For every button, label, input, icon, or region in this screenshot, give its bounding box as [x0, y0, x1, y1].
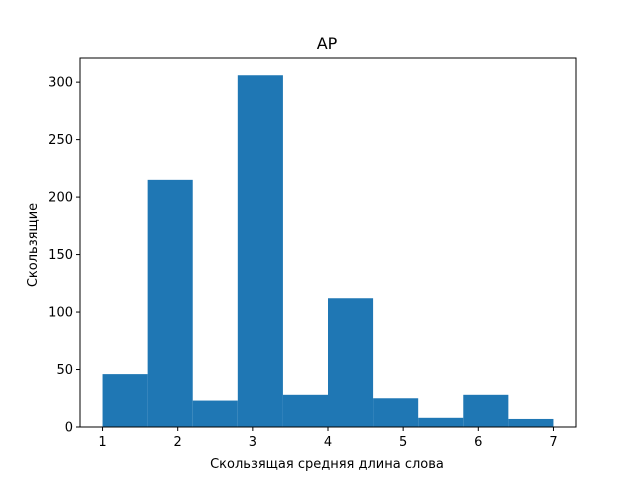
- y-tick-label-0: 0: [65, 421, 73, 436]
- x-tick-label-1: 1: [98, 435, 106, 450]
- x-tick-label-3: 3: [249, 435, 257, 450]
- y-tick-label-100: 100: [48, 306, 73, 321]
- histogram-bar-3: [193, 401, 238, 427]
- histogram-bar-2: [148, 180, 193, 427]
- y-tick-label-250: 250: [48, 133, 73, 148]
- histogram-bar-7: [373, 398, 418, 427]
- x-tick-label-2: 2: [174, 435, 182, 450]
- histogram-bar-8: [418, 418, 463, 427]
- x-tick-label-4: 4: [324, 435, 332, 450]
- x-tick-label-7: 7: [549, 435, 557, 450]
- chart-title: AP: [317, 34, 338, 53]
- y-tick-label-150: 150: [48, 248, 73, 263]
- x-tick-label-5: 5: [399, 435, 407, 450]
- histogram-bar-5: [283, 395, 328, 427]
- y-axis-label: Скользящие: [26, 203, 41, 287]
- histogram-bar-1: [103, 374, 148, 427]
- histogram-bar-9: [463, 395, 508, 427]
- y-tick-label-200: 200: [48, 191, 73, 206]
- histogram-bar-10: [508, 419, 553, 427]
- histogram-bar-4: [238, 75, 283, 427]
- x-tick-label-6: 6: [474, 435, 482, 450]
- y-tick-label-300: 300: [48, 76, 73, 91]
- histogram-bar-6: [328, 298, 373, 427]
- x-axis-label: Скользящая средняя длина слова: [210, 457, 444, 472]
- y-tick-label-50: 50: [56, 363, 73, 378]
